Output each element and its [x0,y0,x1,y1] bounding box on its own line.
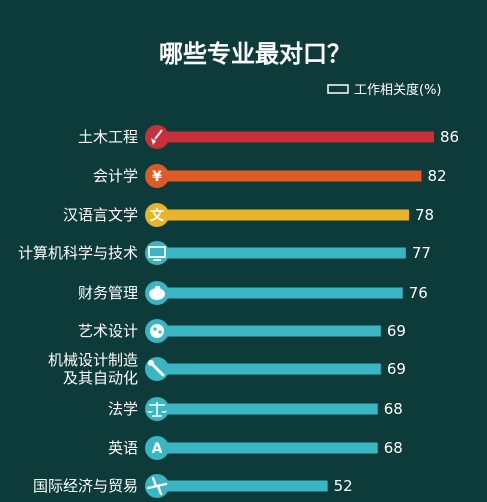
shovel-handle [154,129,163,140]
data-label: 86 [440,128,459,146]
bar-row: 76 财务管理 [78,281,428,305]
legend: 工作相关度(%) [327,82,442,98]
scales-frame [149,402,165,417]
piggy-body [149,288,165,300]
bar-row: 68 法学 [108,397,403,421]
bar [165,325,381,337]
bar [165,480,328,492]
data-label: 69 [387,322,406,340]
letter-a-icon: A [152,441,163,457]
category-label: 国际经济与贸易 [33,477,138,495]
category-label: 财务管理 [78,284,138,302]
yen-icon: ¥ [152,169,162,185]
wen-icon-glyph: 文 [150,207,165,224]
scales-icon [147,402,167,417]
data-label: 68 [384,400,403,418]
bar [165,287,403,299]
palette-dot [158,330,162,334]
bar [165,131,434,143]
category-label: 计算机科学与技术 [18,244,138,262]
piggy-coin [155,286,160,289]
monitor-icon [148,246,166,261]
bar [165,442,378,454]
legend-swatch [327,84,349,94]
icon-badge [145,436,169,460]
data-label: 76 [409,284,428,302]
bar-row: A 68 英语 [108,436,403,460]
bar-row: 69 艺术设计 [78,319,406,343]
wen-icon: 文 [150,207,165,224]
category-label: 会计学 [93,167,138,185]
category-label: 土木工程 [78,128,138,146]
shovel-blade [151,138,156,145]
letter-a-icon-glyph: A [152,441,163,457]
category-label: 法学 [108,400,138,418]
legend-label: 工作相关度(%) [354,82,442,98]
bar-row: 77 计算机科学与技术 [18,241,431,265]
bar-row: ¥82 会计学 [93,164,447,188]
data-label: 82 [427,167,446,185]
wrench-head [148,360,154,366]
data-label: 77 [412,244,431,262]
yen-icon-glyph: ¥ [152,169,162,185]
category-label: 英语 [108,439,138,457]
category-label: 艺术设计 [78,322,138,340]
scales-pans [147,411,167,413]
airplane-icon [146,476,168,496]
bar [165,247,406,259]
data-label: 52 [334,477,353,495]
category-label: 汉语言文学 [63,206,138,224]
data-label: 69 [387,360,406,378]
bar [165,209,409,221]
piggy-bank-icon [149,286,165,300]
bar [165,363,381,375]
data-label: 78 [415,206,434,224]
palette-dot [153,327,157,331]
palette-disc [150,324,164,338]
category-label: 机械设计制造 [48,351,138,369]
data-label: 68 [384,439,403,457]
icon-badge [145,164,169,188]
chart-title: 哪些专业最对口？ [159,40,351,68]
monitor-screen [148,246,166,258]
wrench-icon [148,360,165,377]
bar [165,403,378,415]
icon-badge [145,203,169,227]
shovel-icon [151,129,163,145]
airplane-shape [146,476,168,496]
palette-icon [150,324,164,338]
bar-row: 86 土木工程 [78,125,459,149]
bar-row: 52 国际经济与贸易 [33,474,353,498]
bar [165,170,422,182]
category-label: 及其自动化 [63,369,138,387]
bar-row: 文 78 汉语言文学 [63,203,434,227]
